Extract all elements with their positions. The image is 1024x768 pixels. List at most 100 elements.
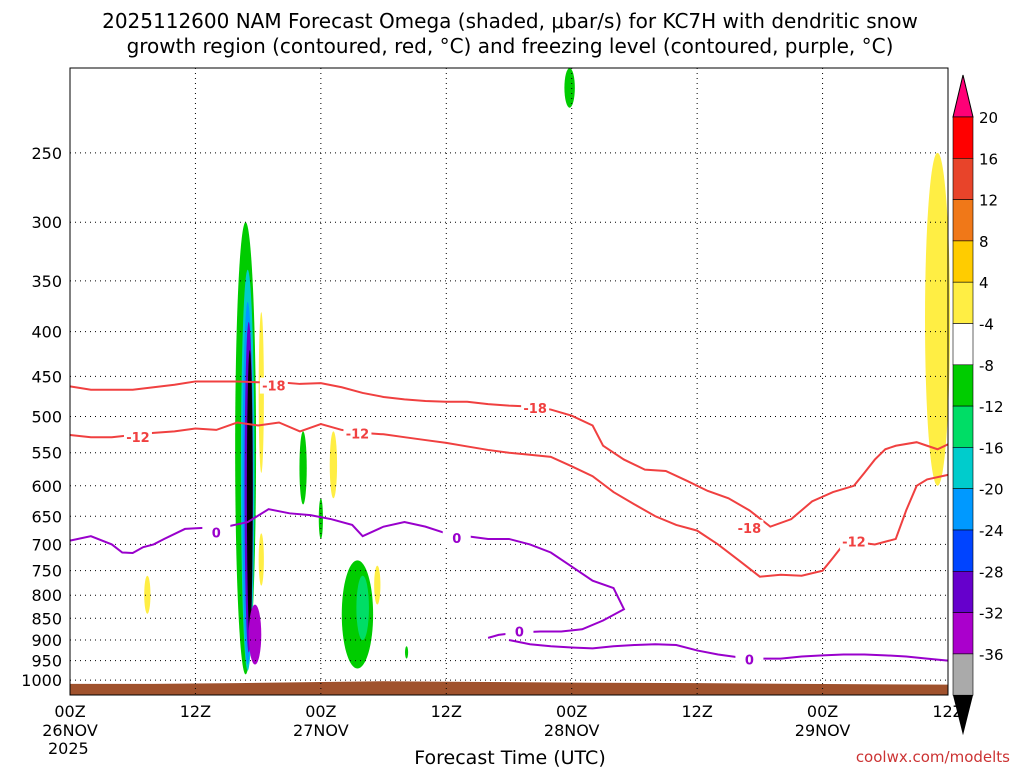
colorbar-swatch (952, 529, 974, 572)
y-tick-label: 500 (31, 407, 62, 426)
contour-2 (69, 508, 626, 639)
contour-label: 0 (745, 653, 754, 668)
omega-region-7 (248, 604, 262, 665)
colorbar-tick-label: -8 (979, 357, 994, 375)
colorbar-swatch (952, 653, 974, 696)
colorbar-swatch (952, 240, 974, 283)
colorbar-tick-label: -28 (979, 563, 1004, 581)
y-tick-label: 300 (31, 213, 62, 232)
contour-0 (69, 380, 949, 528)
contour-label: -12 (346, 428, 370, 443)
colorbar-swatch (952, 570, 974, 613)
x-tick-sublabel: 29NOV (795, 721, 851, 740)
colorbar-top-arrow (952, 74, 974, 118)
plot-area: -18 -18 -18 -12 -12 -12 0 0 0 0 (69, 67, 951, 696)
y-tick-label: 650 (31, 507, 62, 526)
contour-label-bg (442, 529, 471, 546)
colorbar-tick-label: -36 (979, 646, 1004, 664)
omega-region-13 (374, 565, 381, 605)
colorbar-bottom-arrow (953, 695, 973, 736)
x-tick-label: 00Z (305, 702, 336, 721)
x-tick-label: 12Z (681, 702, 712, 721)
y-tick-label: 850 (31, 609, 62, 628)
y-tick-label: 1000 (21, 671, 62, 690)
colorbar-tick-label: 16 (979, 150, 998, 168)
y-tick-label: 700 (31, 535, 62, 554)
contour-label: 0 (212, 526, 221, 541)
colorbar-swatch (952, 612, 974, 655)
y-tick-label: 250 (31, 144, 62, 163)
omega-region-16 (564, 68, 575, 108)
omega-region-17 (925, 152, 951, 486)
y-tick-label: 450 (31, 367, 62, 386)
y-axis-ticks: 250 300 350 400 450 500 550 600 650 700 750 800 850 9… (21, 144, 62, 690)
colorbar-tick-label: 8 (979, 233, 989, 251)
x-tick-label: 12Z (932, 702, 963, 721)
contour-1 (69, 421, 949, 578)
x-tick-label: 00Z (807, 702, 838, 721)
colorbar-tick-label: -24 (979, 522, 1004, 540)
y-tick-label: 600 (31, 477, 62, 496)
omega-region-14 (144, 575, 151, 614)
colorbar-swatch (952, 199, 974, 242)
contour-label: -12 (842, 536, 866, 551)
y-tick-label: 800 (31, 586, 62, 605)
x-tick-sublabel: 27NOV (293, 721, 349, 740)
x-tick-label: 12Z (431, 702, 462, 721)
colorbar-tick-label: -12 (979, 398, 1004, 416)
y-tick-label: 350 (31, 272, 62, 291)
x-tick-label: 00Z (556, 702, 587, 721)
y-tick-label: 750 (31, 562, 62, 581)
omega-region-8 (299, 431, 307, 505)
x-tick-sublabel: 26NOV (42, 721, 98, 740)
contour-label: -18 (262, 380, 286, 395)
contour-label: -18 (738, 522, 762, 537)
colorbar-tick-label: -4 (979, 316, 994, 334)
omega-region-9 (329, 431, 338, 499)
contour-label: -12 (126, 431, 150, 446)
contour-label: -18 (523, 402, 547, 417)
colorbar: 20 16 12 8 4 -4 -8 -12 -16 -20 -24 -28 -32 -36 (952, 74, 1004, 736)
colorbar-swatch (952, 281, 974, 324)
omega-region-12 (356, 575, 369, 641)
plot-border (69, 67, 949, 696)
colorbar-swatch (952, 488, 974, 531)
year-label: 2025 (48, 739, 89, 758)
contour-label-bg (202, 524, 231, 541)
colorbar-swatch (952, 323, 974, 366)
contour-label-bg (839, 533, 868, 550)
y-tick-label: 950 (31, 652, 62, 671)
colorbar-tick-label: 4 (979, 274, 989, 292)
chart-title-line2: growth region (contoured, red, °C) and f… (127, 34, 894, 58)
contour-label-bg (521, 400, 550, 417)
colorbar-swatch (952, 405, 974, 448)
chart-title-line1: 2025112600 NAM Forecast Omega (shaded, μ… (102, 9, 918, 33)
omega-region-6 (258, 533, 264, 586)
contour-label-bg (735, 651, 764, 668)
contour-label-bg (505, 623, 534, 640)
colorbar-swatch (952, 447, 974, 489)
colorbar-tick-label: 12 (979, 192, 998, 210)
y-tick-label: 550 (31, 444, 62, 463)
x-tick-label: 00Z (54, 702, 85, 721)
colorbar-swatch (952, 116, 974, 159)
credit-label: coolwx.com/modelts (856, 748, 1010, 766)
contour-label: 0 (452, 532, 461, 547)
x-tick-sublabel: 28NOV (544, 721, 600, 740)
colorbar-tick-label: 20 (979, 109, 998, 127)
colorbar-swatch (952, 158, 974, 200)
contour-label: 0 (515, 625, 524, 640)
contour-label-bg (735, 519, 764, 536)
omega-region-4 (246, 350, 253, 636)
contour-label-bg (259, 377, 288, 394)
contour-3 (508, 639, 949, 662)
terrain (70, 681, 948, 695)
colorbar-tick-label: -20 (979, 481, 1004, 499)
contour-label-bg (123, 429, 152, 446)
colorbar-tick-label: -32 (979, 605, 1004, 623)
x-axis-label: Forecast Time (UTC) (414, 747, 605, 768)
colorbar-swatch (952, 364, 974, 407)
y-tick-label: 900 (31, 631, 62, 650)
